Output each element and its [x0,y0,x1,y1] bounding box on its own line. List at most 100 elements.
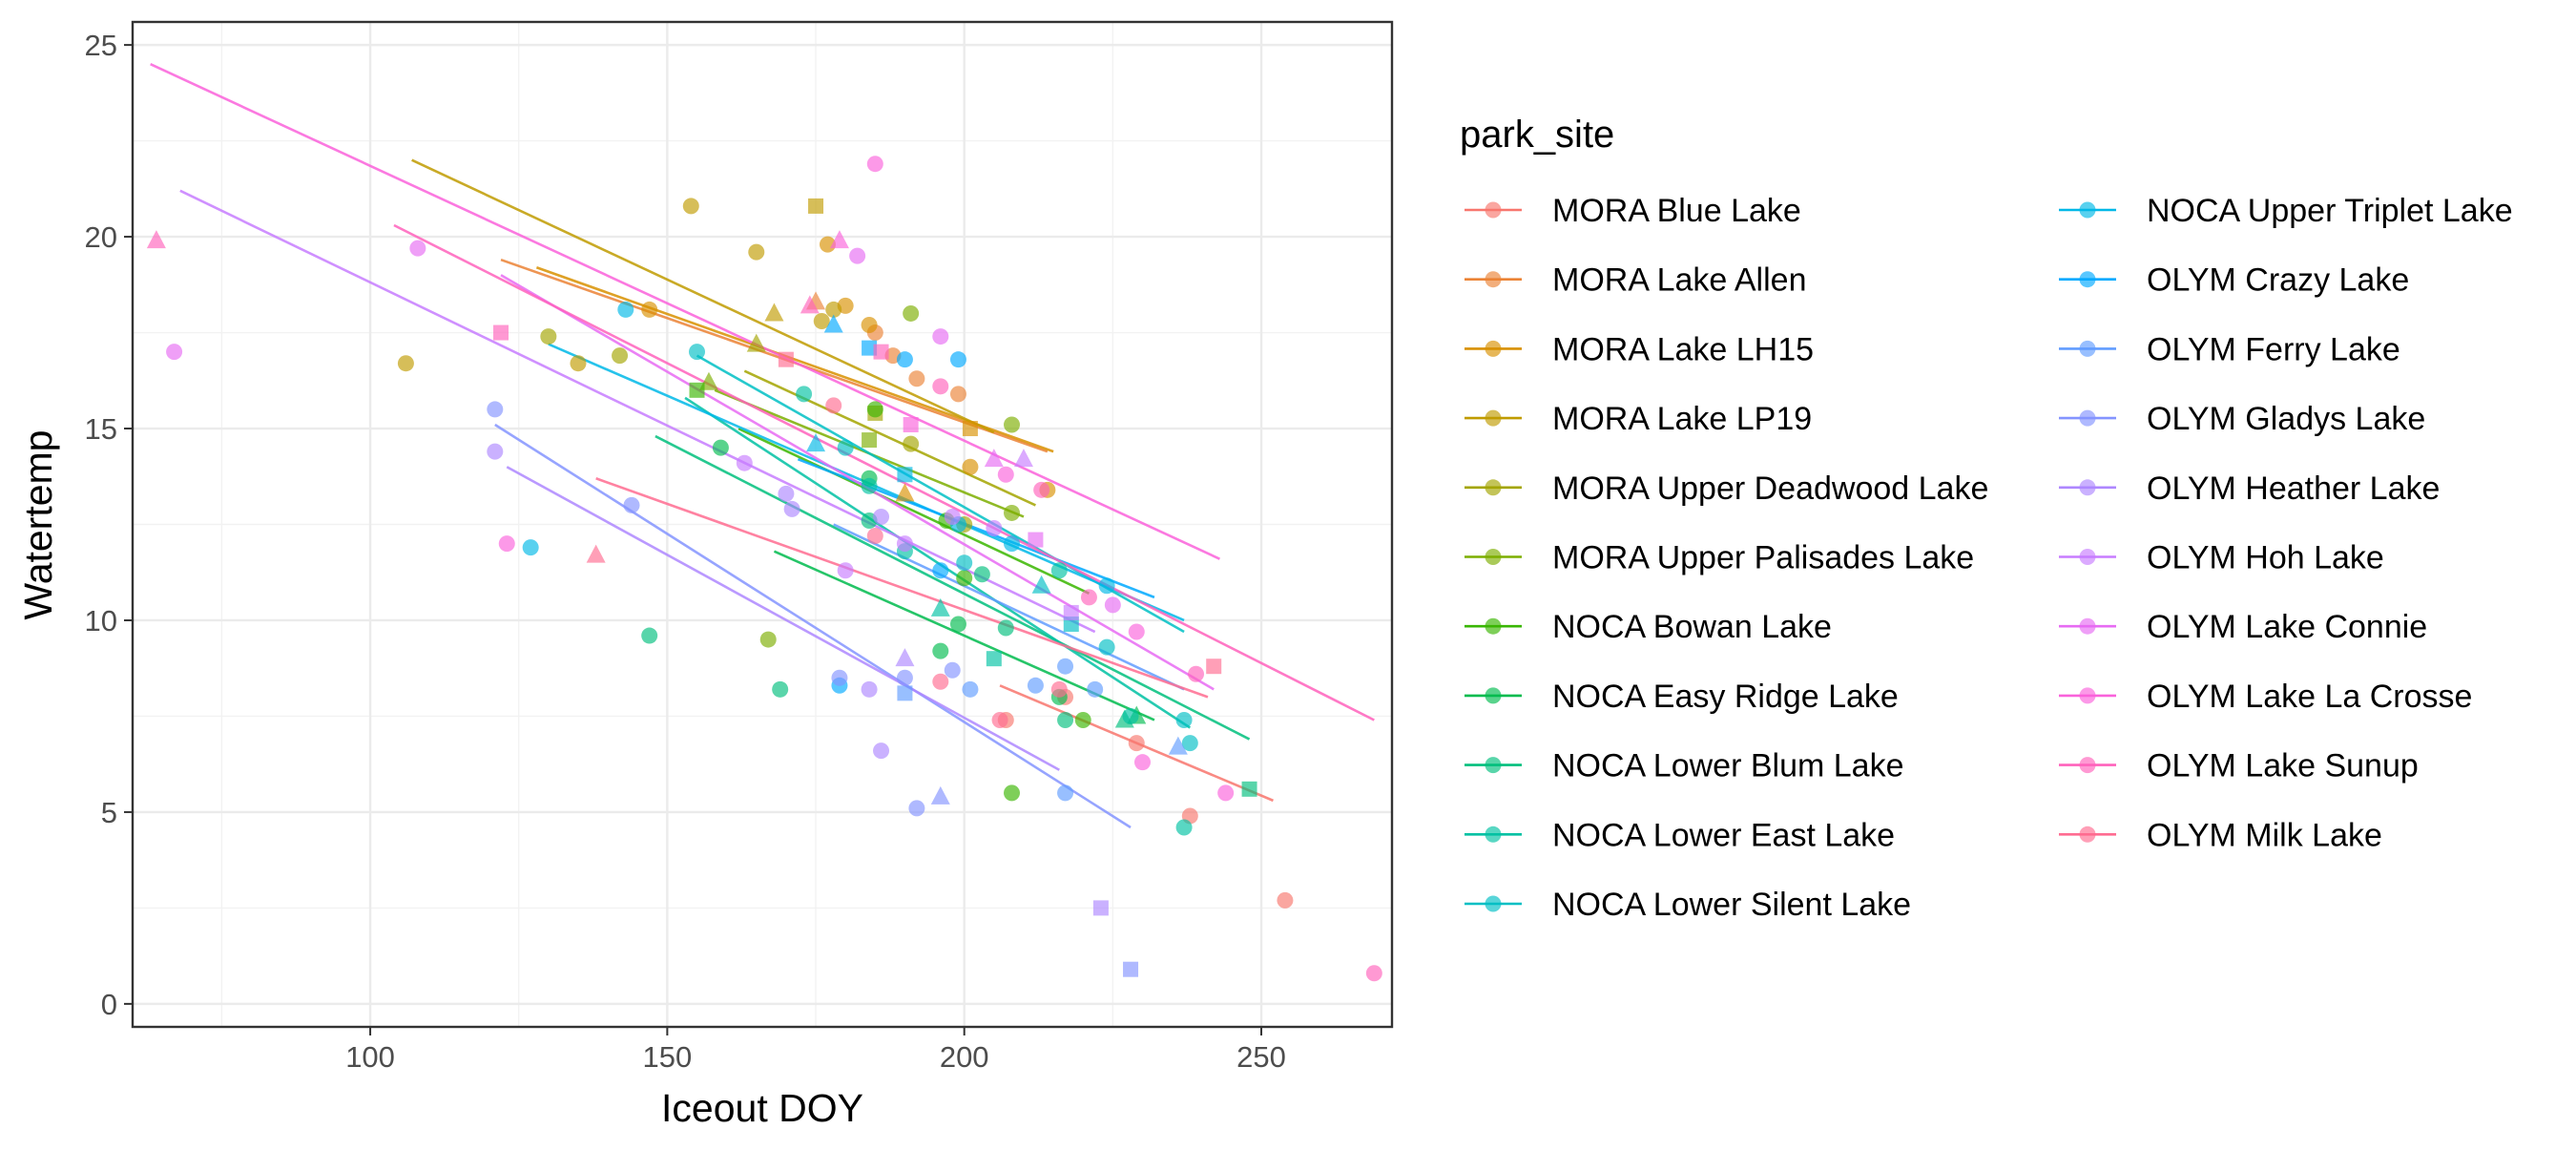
legend-label: OLYM Lake Connie [2147,609,2427,645]
legend-label: NOCA Upper Triplet Lake [2147,193,2513,229]
data-point [866,401,883,418]
data-point [1277,891,1294,909]
data-point [895,648,915,667]
legend-label: OLYM Milk Lake [2147,817,2382,853]
legend-key-point [1485,201,1502,219]
legend-key-point [2079,409,2096,427]
y-tick-label: 0 [101,988,117,1021]
grid-lines [133,22,1392,1027]
data-point [866,156,883,173]
trend-line [500,258,1049,453]
trend-line [393,223,1375,721]
legend-key-point [2079,201,2096,219]
data-point [986,651,1002,667]
legend-label: MORA Lake LH15 [1552,331,1814,367]
data-point [1092,900,1109,916]
data-point [487,443,504,460]
legend-label: MORA Upper Palisades Lake [1552,540,1974,576]
data-point [932,642,949,659]
legend-label: MORA Lake Allen [1552,262,1806,299]
legend-label: NOCA Lower Silent Lake [1552,887,1911,923]
legend-key-point [2079,271,2096,288]
panel-border [131,20,1394,1029]
y-tick-label: 15 [85,412,117,446]
legend-label: OLYM Gladys Lake [2147,401,2425,437]
data-point [962,458,979,475]
data-point [746,333,766,352]
legend-key-point [1485,687,1502,704]
data-point [962,421,978,437]
data-point [861,680,878,698]
x-axis-title: Iceout DOY [661,1086,863,1130]
data-point [736,454,753,471]
data-point [487,401,504,418]
data-point [1175,819,1193,836]
legend-label: OLYM Lake Sunup [2147,748,2419,784]
data-point [689,382,705,398]
data-point [1168,736,1188,755]
data-point [1013,449,1033,468]
legend-key-point [2079,757,2096,774]
legend-label: NOCA Lower East Lake [1552,817,1895,853]
data-point [764,303,784,322]
data-point [409,240,426,257]
data-point [1027,677,1044,694]
y-tick-label: 5 [101,796,117,829]
data-point [1104,596,1121,614]
data-point [873,344,889,360]
data-point [641,627,658,644]
trend-line [737,427,1091,596]
trend-line [500,274,1215,691]
data-point [944,508,961,525]
x-tick-label: 100 [345,1040,395,1074]
legend-label: NOCA Bowan Lake [1552,609,1832,645]
data-point [1128,735,1145,752]
legend-key-point [1485,271,1502,288]
data-point [1004,504,1021,521]
data-point [1004,535,1021,553]
legend-label: OLYM Crazy Lake [2147,262,2409,299]
legend-key-point [1485,479,1502,496]
data-point [498,535,515,553]
data-point [1098,577,1115,595]
y-tick-label: 10 [85,604,117,638]
data-point [956,554,973,572]
data-point [1080,589,1097,606]
data-points [146,156,1382,982]
trend-line [654,434,1251,741]
data-point [540,328,557,345]
legend-key-point [1485,340,1502,357]
data-point [1098,638,1115,656]
data-point [991,711,1008,728]
data-point [903,435,920,452]
trend-line [506,466,1060,771]
data-point [808,198,824,214]
legend-key-point [1485,826,1502,843]
trend-line [150,63,1220,560]
x-tick-label: 150 [643,1040,693,1074]
y-axis-title: Watertemp [16,430,60,620]
legend-key-point [1485,549,1502,565]
data-point [397,355,414,372]
data-point [570,355,587,372]
legend-key-point [2079,617,2096,635]
x-tick-label: 200 [940,1040,989,1074]
legend-label: MORA Lake LP19 [1552,401,1812,437]
data-point [1004,416,1021,433]
legend-label: OLYM Lake La Crosse [2147,679,2472,715]
data-point [903,417,919,433]
trend-line [595,477,1209,699]
data-point [873,508,890,525]
data-point [823,314,843,333]
data-point [1050,562,1068,579]
data-point [908,800,925,817]
data-point [1188,665,1205,682]
data-point [895,483,915,502]
data-point [1241,781,1257,797]
legend-key-point [2079,340,2096,357]
data-point [522,539,539,556]
data-point [896,535,913,553]
data-point [1057,711,1074,728]
data-point [932,328,949,345]
